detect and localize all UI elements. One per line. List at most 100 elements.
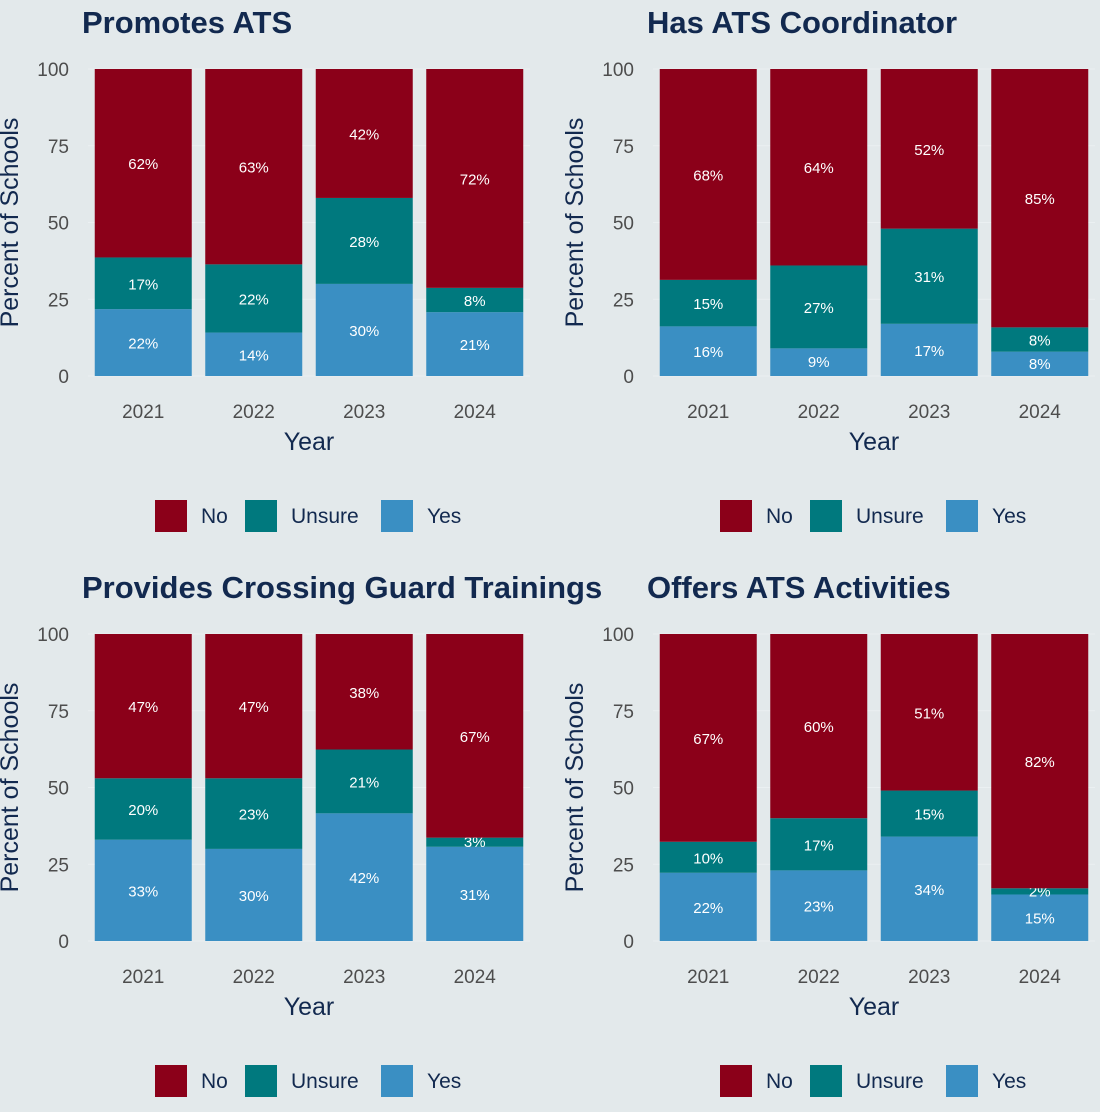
data-label: 20% (128, 802, 158, 819)
bar-unsure-2022 (205, 264, 303, 333)
legend-label-yes: Yes (427, 1070, 461, 1093)
legend: No Unsure Yes (155, 1065, 461, 1097)
data-label: 21% (349, 774, 379, 791)
x-tick-label: 2022 (798, 967, 840, 988)
y-tick-label: 25 (48, 855, 69, 876)
bar-no-2024 (426, 69, 524, 288)
chart-panel-offers-ats-activities: Offers ATS Activities 0 25 50 75 100 Percent o… (561, 570, 1095, 1097)
x-axis-label: Year (284, 993, 335, 1021)
bar-unsure-2021 (94, 778, 192, 840)
legend-label-unsure: Unsure (856, 505, 924, 528)
data-label: 17% (128, 276, 158, 293)
data-label: 27% (804, 300, 834, 317)
data-label: 67% (460, 729, 490, 746)
legend-label-unsure: Unsure (291, 1070, 359, 1093)
bar-yes-2023 (880, 836, 978, 941)
bar-yes-2021 (94, 839, 192, 941)
x-tick-label: 2024 (1019, 402, 1062, 423)
bar-no-2023 (315, 634, 413, 750)
data-label: 30% (239, 888, 269, 905)
bar-yes-2023 (315, 283, 413, 376)
data-label: 17% (914, 343, 944, 360)
bar-no-2024 (991, 69, 1089, 328)
y-tick-label: 25 (613, 855, 634, 876)
legend-label-yes: Yes (427, 505, 461, 528)
data-label: 52% (914, 142, 944, 159)
bar-unsure-2023 (315, 749, 413, 814)
data-label: 82% (1025, 754, 1055, 771)
legend-label-no: No (766, 505, 793, 528)
data-label: 60% (804, 719, 834, 736)
legend-swatch-yes (946, 1065, 978, 1097)
bar-no-2022 (205, 634, 303, 779)
bar-no-2022 (205, 69, 303, 265)
data-label: 22% (239, 291, 269, 308)
data-label: 38% (349, 685, 379, 702)
bar-no-2022 (770, 634, 868, 819)
x-tick-label: 2024 (454, 967, 497, 988)
bar-yes-2023 (315, 813, 413, 941)
bar-unsure-2023 (880, 228, 978, 324)
bar-no-2023 (315, 69, 413, 198)
x-tick-label: 2021 (122, 402, 164, 423)
bar-yes-2022 (770, 870, 868, 941)
chart-title: Promotes ATS (82, 5, 292, 40)
bar-no-2022 (770, 69, 868, 266)
data-label: 21% (460, 337, 490, 354)
data-label: 3% (464, 834, 486, 851)
data-label: 64% (804, 160, 834, 177)
y-tick-label: 50 (613, 779, 634, 800)
y-tick-label: 75 (48, 137, 69, 158)
legend-swatch-yes (381, 500, 413, 532)
legend-swatch-no (720, 1065, 752, 1097)
bar-no-2021 (659, 69, 757, 280)
data-label: 28% (349, 234, 379, 251)
bar-no-2024 (991, 634, 1089, 889)
x-tick-label: 2021 (122, 967, 164, 988)
bar-yes-2021 (659, 872, 757, 941)
legend-swatch-unsure (810, 500, 842, 532)
bar-unsure-2022 (205, 778, 303, 849)
y-axis-label: Percent of Schools (0, 118, 24, 328)
x-tick-label: 2022 (233, 967, 275, 988)
bar-yes-2024 (426, 846, 524, 941)
data-label: 31% (460, 887, 490, 904)
legend-swatch-unsure (245, 500, 277, 532)
x-tick-label: 2023 (343, 967, 385, 988)
y-tick-label: 100 (602, 60, 634, 81)
data-label: 15% (914, 807, 944, 824)
legend-label-unsure: Unsure (856, 1070, 924, 1093)
bar-yes-2021 (659, 326, 757, 376)
y-tick-label: 0 (58, 932, 69, 953)
chart-panel-has-ats-coordinator: Has ATS Coordinator 0 25 50 75 100 Percent of … (561, 5, 1095, 532)
y-tick-label: 25 (613, 290, 634, 311)
legend-swatch-unsure (245, 1065, 277, 1097)
legend-label-no: No (201, 1070, 228, 1093)
bar-yes-2022 (205, 848, 303, 941)
data-label: 10% (693, 850, 723, 867)
data-label: 9% (808, 354, 830, 371)
data-label: 17% (804, 837, 834, 854)
data-label: 42% (349, 126, 379, 143)
bar-unsure-2024 (991, 327, 1089, 352)
legend-label-yes: Yes (992, 505, 1026, 528)
bar-no-2023 (880, 69, 978, 229)
bar-unsure-2024 (426, 837, 524, 847)
bar-yes-2022 (205, 332, 303, 376)
y-tick-label: 0 (58, 367, 69, 388)
x-tick-label: 2021 (687, 967, 729, 988)
data-label: 30% (349, 323, 379, 340)
y-tick-label: 100 (602, 625, 634, 646)
bar-no-2024 (426, 634, 524, 838)
bar-unsure-2024 (991, 888, 1089, 895)
data-label: 23% (239, 807, 269, 824)
chart-panel-provides-crossing-guard-trainings: Provides Crossing Guard Trainings 0 25 50 75… (0, 570, 602, 1097)
legend-label-no: No (766, 1070, 793, 1093)
bar-yes-2024 (991, 351, 1089, 376)
bar-unsure-2021 (659, 841, 757, 873)
bar-yes-2022 (770, 348, 868, 376)
data-label: 67% (693, 731, 723, 748)
data-label: 22% (693, 900, 723, 917)
data-label: 47% (128, 699, 158, 716)
